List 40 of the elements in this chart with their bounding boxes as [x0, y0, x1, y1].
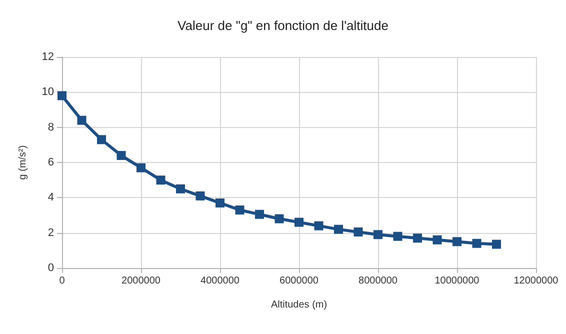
chart-title: Valeur de "g" en fonction de l'altitude: [178, 18, 388, 33]
point: [136, 163, 146, 172]
x-tick-label: 0: [59, 276, 66, 286]
point: [97, 135, 106, 144]
y-tick-label: 0: [48, 262, 54, 274]
point: [334, 224, 343, 234]
y-tick-label: 2: [48, 226, 54, 239]
point: [314, 221, 324, 230]
point: [255, 210, 264, 219]
y-tick-label: 6: [48, 156, 54, 168]
point: [216, 198, 224, 208]
point: [294, 218, 304, 227]
point: [374, 230, 382, 240]
x-tick-label: 4000000: [200, 276, 240, 286]
point: [472, 238, 482, 248]
x-tick-label: 10000000: [434, 276, 480, 286]
y-tick-label: 8: [48, 121, 54, 134]
point: [274, 214, 284, 224]
point: [413, 234, 422, 243]
point: [393, 232, 402, 241]
point: [452, 237, 462, 246]
y-tick-label: 4: [48, 192, 54, 204]
point: [176, 184, 185, 194]
x-tick-label: 2000000: [122, 276, 161, 286]
x-tick-label: 6000000: [280, 276, 319, 286]
x-tick-label: 8000000: [358, 276, 398, 286]
y-axis-title: g (m/s²): [18, 145, 28, 180]
point: [58, 91, 66, 100]
point: [432, 235, 442, 244]
y-tick-label: 12: [42, 51, 54, 63]
point: [77, 116, 86, 125]
point: [196, 191, 205, 200]
point: [354, 227, 363, 236]
point: [492, 240, 501, 249]
y-tick-label: 10: [42, 86, 54, 98]
point: [235, 205, 244, 214]
x-tick-label: 12000000: [514, 276, 559, 286]
x-axis-title: Altitudes (m): [270, 300, 328, 310]
point: [116, 150, 126, 160]
point: [156, 176, 166, 185]
